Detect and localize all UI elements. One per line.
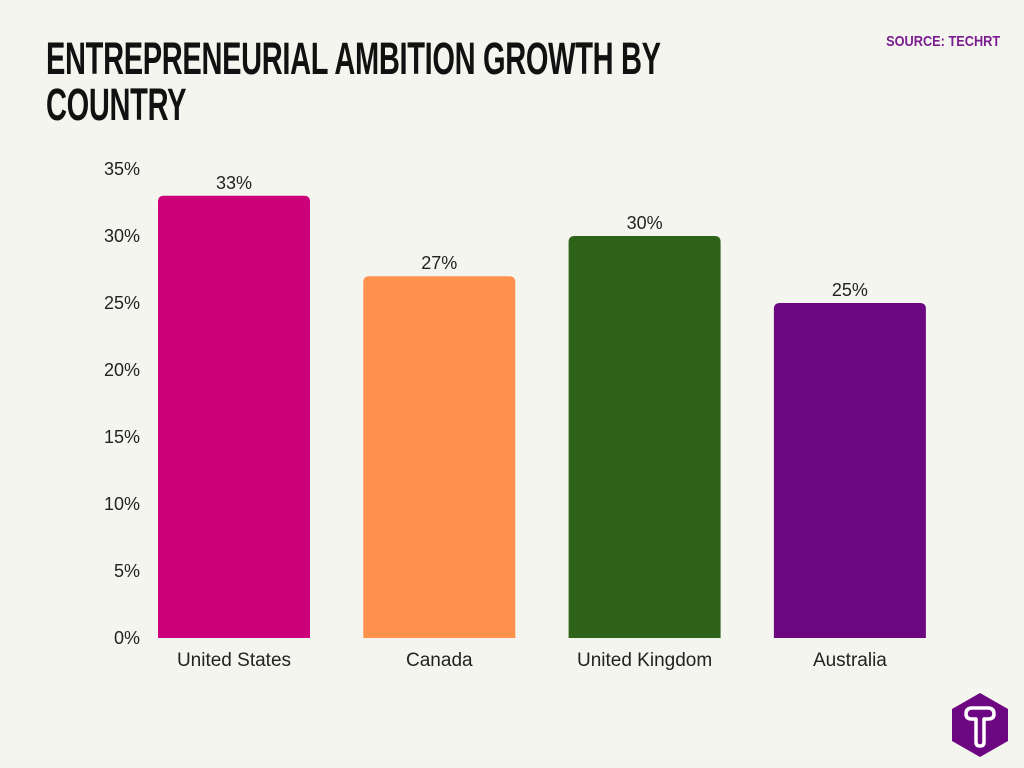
source-label: SOURCE: TECHRT: [885, 33, 1000, 50]
y-tick-label: 5%: [114, 561, 140, 581]
data-label: 30%: [627, 213, 663, 233]
x-category-label: Canada: [406, 650, 473, 671]
y-tick-label: 25%: [104, 293, 140, 313]
bar: [158, 195, 310, 639]
bar: [568, 236, 721, 638]
x-category-label: Australia: [813, 650, 887, 671]
data-label: 33%: [216, 173, 252, 193]
chart-title: ENTREPRENEURIAL AMBITION GROWTH BY COUNT…: [46, 33, 661, 130]
y-tick-label: 10%: [104, 494, 140, 514]
bar: [363, 276, 516, 638]
bar: [773, 303, 926, 638]
y-tick-label: 0%: [114, 628, 140, 648]
x-category-label: United States: [177, 650, 291, 671]
data-label: 25%: [832, 280, 868, 300]
data-label: 27%: [421, 253, 457, 273]
x-category-label: United Kingdom: [577, 650, 712, 671]
y-tick-label: 15%: [104, 427, 140, 447]
y-tick-label: 30%: [104, 226, 140, 246]
y-tick-label: 20%: [104, 360, 140, 380]
techrt-logo-icon: [952, 693, 1008, 757]
y-tick-label: 35%: [104, 159, 140, 179]
